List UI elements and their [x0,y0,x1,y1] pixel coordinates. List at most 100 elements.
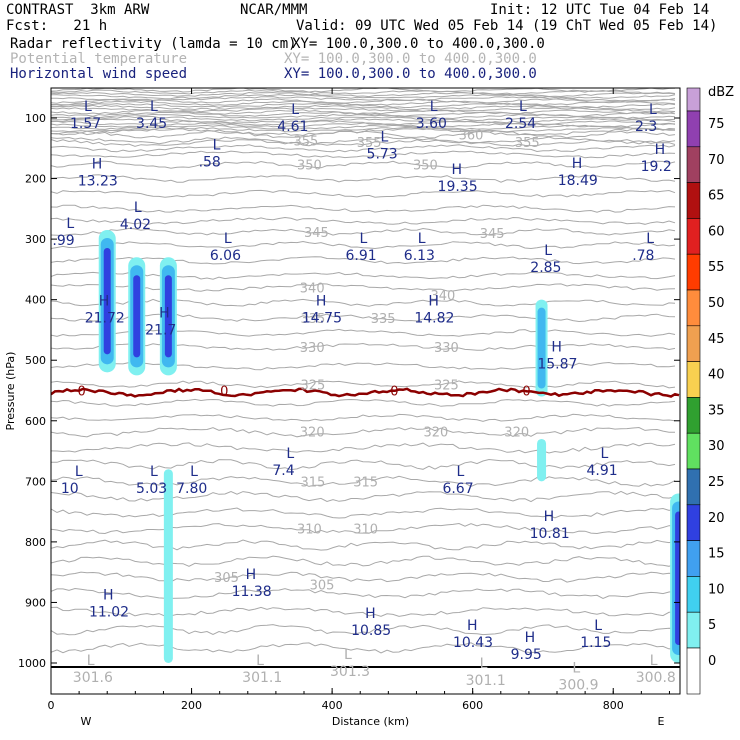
theta-low-marker: L [344,647,352,663]
isentrope-label: 345 [480,227,505,242]
wind-low-marker: L [190,464,198,480]
wind-high-marker: H [525,630,536,646]
wind-extremum-value: 6.67 [442,481,473,497]
wind-extremum-value: 11.02 [89,605,129,621]
theta-extremum-value: 301.6 [73,670,113,686]
theta-low-marker: L [572,660,580,676]
colorbar-swatch [686,87,701,112]
axes: 0 200 400 600 800100200300400500600700800900… [4,88,680,728]
wind-low-marker: L [224,231,232,247]
colorbar-level-label: 30 [708,439,725,454]
wind-low-marker: L [646,231,654,247]
theta-isentrope [51,298,676,307]
wind-extremum-value: 1.57 [70,116,101,132]
wind-high-marker: H [316,293,327,309]
y-tick-label: 1000 [18,657,46,670]
zero-isoline-label: 0 [220,385,228,400]
theta-isentrope [51,256,676,265]
west-label: W [81,715,92,728]
colorbar-units: dBZ [708,85,734,100]
colorbar-level-label: 15 [708,547,725,562]
isentrope-label: 310 [353,523,378,538]
theta-isentrope [51,144,676,153]
wind-extremum-value: 7.80 [176,481,207,497]
theta-isentrope [51,204,676,213]
wind-extremum-value: 9.95 [511,647,542,663]
field3-name: Horizontal wind speed [10,66,188,82]
theta-low-marker: L [480,656,488,672]
wind-extremum-value: 14.82 [414,310,454,326]
colorbar-swatch [686,146,701,183]
colorbar-level-label: 60 [708,224,725,239]
wind-extremum-value: 21.7 [145,322,176,338]
isentrope-label: 335 [371,312,396,327]
wind-extremum-value: 19.2 [641,159,672,175]
theta-isentrope [51,642,676,654]
wind-extremum-value: 15.87 [537,356,577,372]
reflectivity-core [537,307,546,389]
field2-xy: XY= 100.0,300.0 to 400.0,300.0 [284,51,537,67]
theta-isentrope [51,555,676,567]
y-tick-label: 200 [25,173,46,186]
colorbar-swatch [686,110,701,148]
theta-isentrope [51,413,676,422]
colorbar-level-label: 5 [708,618,716,633]
x-axis-label: Distance (km) [332,715,409,728]
theta-isentrope [51,88,676,93]
colorbar-swatch [686,647,701,695]
y-tick-label: 800 [25,536,46,549]
wind-extremum-value: 21.72 [85,310,125,326]
wind-extremum-value: 3.60 [416,116,447,132]
wind-high-marker: H [655,142,666,158]
wind-high-marker: H [428,293,439,309]
theta-isentrope [51,240,676,250]
field2-name: Potential temperature [10,51,188,67]
wind-extremum-value: 14.75 [302,310,342,326]
theta-isentrope [51,120,676,126]
theta-isentrope [51,271,676,280]
wind-extremum-value: 2.3 [635,119,657,135]
reflectivity-cell [537,438,547,482]
model-title: CONTRAST 3km ARW [6,2,150,18]
reflectivity-core-max [133,275,141,358]
theta-extremum-value: 301.1 [242,670,282,686]
y-tick-label: 300 [25,233,46,246]
x-tick-label: 800 [603,699,624,712]
theta-isentrope [51,587,676,600]
wind-extremum-value: 4.91 [587,463,618,479]
theta-isentrope [51,475,676,487]
isentrope-label: 320 [300,426,325,441]
theta-isentrope [51,174,676,183]
wind-high-marker: H [365,606,376,622]
colorbar-level-label: 45 [708,332,725,347]
wind-high-marker: H [246,567,257,583]
theta-isentrope [51,94,676,100]
y-tick-label: 100 [25,112,46,125]
theta-isentrope [51,115,676,122]
wind-high-marker: H [452,162,463,178]
zero-isoline-label: 0 [78,385,86,400]
isentrope-label: 305 [214,571,239,586]
colorbar-level-label: 70 [708,153,725,168]
wind-low-marker: L [291,102,299,118]
theta-isentrope [51,442,676,454]
isentrope-label: 355 [293,134,318,149]
wind-high-marker: H [99,293,110,309]
reflectivity-core-max [675,511,680,645]
theta-isentrope [51,328,676,337]
theta-isentrope [51,150,676,159]
center-title: NCAR/MMM [240,2,308,18]
wind-high-marker: H [103,588,114,604]
wind-extremum-value: 6.06 [210,248,241,264]
colorbar-level-label: 55 [708,260,725,275]
theta-isentrope [51,89,676,95]
wind-extremum-value: 6.13 [404,248,435,264]
isentrope-label: 335 [300,312,325,327]
field1-xy: XY= 100.0,300.0 to 400.0,300.0 [292,36,545,52]
wind-low-marker: L [544,243,552,259]
theta-isentrope [51,380,676,389]
theta-isentrope [51,189,676,198]
theta-isentrope [51,227,676,237]
theta-isentrope [51,100,676,106]
